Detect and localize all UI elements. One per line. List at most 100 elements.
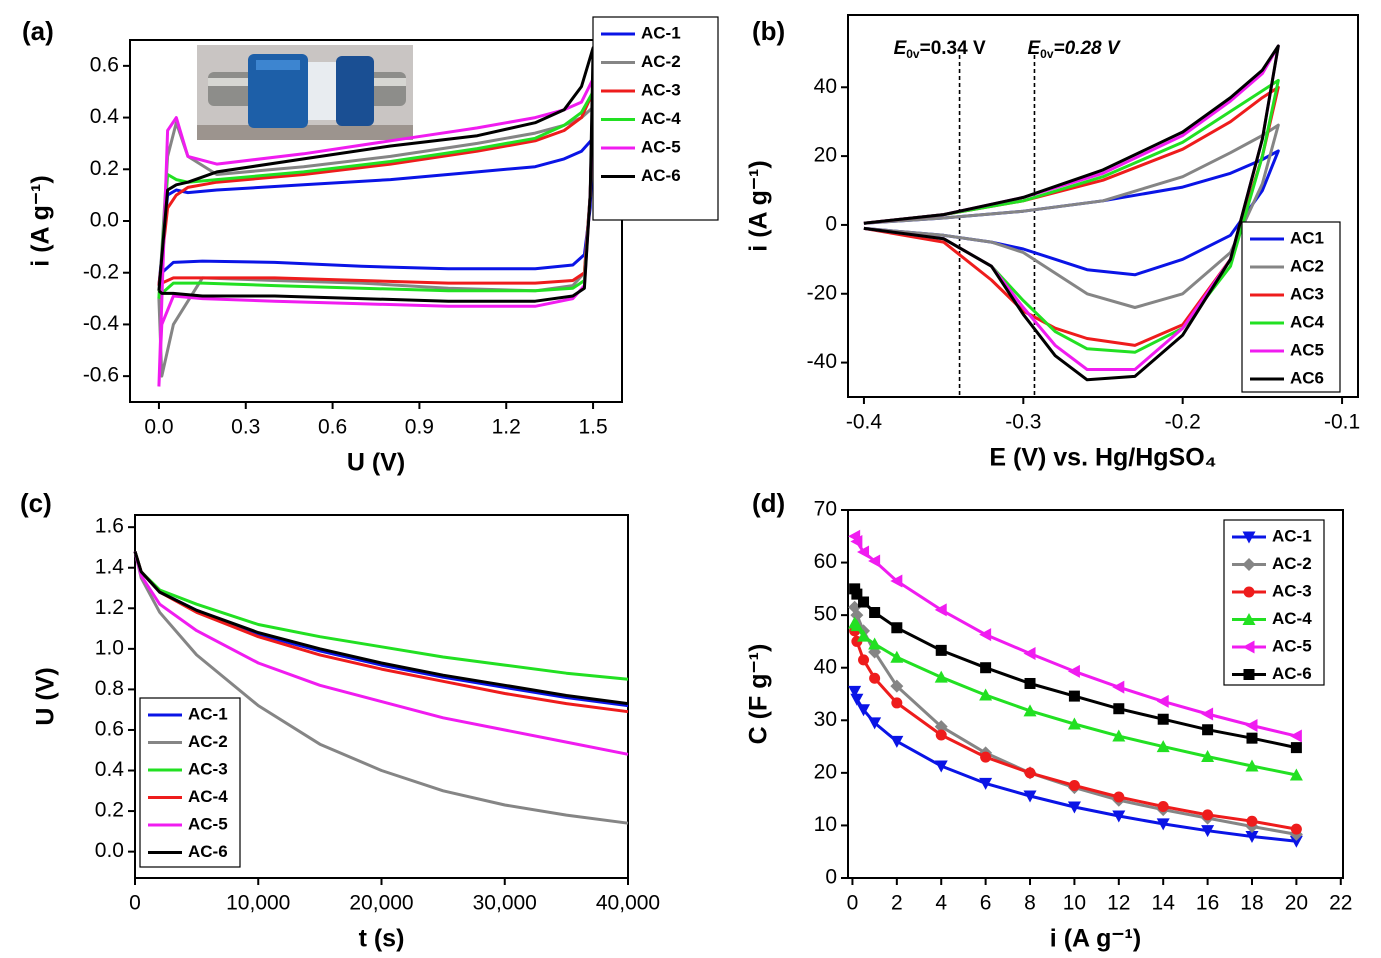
marker [1023,647,1036,661]
marker [980,662,992,674]
x-tick-label: 16 [1196,892,1219,915]
y-axis-label: i (A g⁻¹) [27,175,55,266]
series-line [863,44,1280,382]
marker [934,670,948,683]
marker [1156,694,1169,708]
marker [1067,664,1080,678]
marker [869,672,881,684]
x-tick-label: 22 [1329,892,1352,915]
inset-photo [197,45,413,140]
y-tick-label: 40 [814,655,837,678]
y-tick-label: 0.4 [95,758,125,781]
marker [1202,724,1214,736]
marker [850,535,863,549]
x-tick-label: 0 [129,892,141,915]
x-tick-label: 1.2 [492,416,521,439]
series-line [133,551,629,708]
legend-label: AC-3 [641,80,681,99]
marker [979,688,993,701]
y-tick-label: -40 [807,350,837,373]
series-line [133,551,629,756]
panel-label: (a) [22,16,54,46]
legend-label: AC-2 [1272,554,1312,573]
y-tick-label: -0.6 [83,364,119,387]
marker [857,704,871,717]
marker [890,735,904,748]
series-line [157,136,595,286]
marker [858,654,870,666]
marker [891,622,903,634]
annotation-symbol: E [894,38,908,59]
legend-label: AC-1 [1272,526,1312,545]
panel-label: (c) [20,488,52,518]
marker [1156,818,1170,831]
y-tick-label: 40 [814,75,837,98]
annotation-subscript: 0v [906,47,920,61]
legend-label: AC-2 [188,732,228,751]
marker [1112,810,1126,823]
marker [1290,742,1302,754]
series-line [863,149,1280,277]
x-tick-label: 6 [980,892,992,915]
marker [1067,717,1081,730]
x-tick-label: 0.6 [318,416,347,439]
marker [1068,690,1080,702]
marker [1290,823,1302,835]
marker [1243,669,1255,680]
marker [1068,779,1080,791]
marker [890,574,903,588]
y-tick-label: 1.2 [95,596,124,619]
legend-label: AC-3 [1272,581,1312,600]
annotation-text: =0.28 V [1054,38,1121,59]
x-tick-label: -0.4 [846,411,883,434]
x-tick-label: -0.3 [1005,411,1041,434]
y-tick-label: 0.0 [90,209,119,232]
annotation-symbol: E [1027,38,1041,59]
panel-label: (b) [752,16,785,46]
series-line [133,551,629,714]
marker [857,545,870,559]
marker [850,619,864,632]
x-tick-label: 30,000 [473,892,537,915]
legend-label: AC5 [1290,340,1324,359]
marker [1289,768,1303,781]
legend-label: AC-4 [1272,609,1312,628]
y-tick-label: 0.8 [95,677,124,700]
marker [858,596,870,608]
annotation-text: =0.34 V [920,38,986,59]
y-tick-label: 1.6 [95,515,124,538]
y-axis-label: C (F g⁻¹) [745,644,773,745]
marker [1112,680,1125,694]
y-tick-label: 0.2 [90,157,119,180]
legend-label: AC-1 [188,704,228,723]
marker [1024,767,1036,779]
legend-label: AC-5 [1272,636,1312,655]
legend-label: AC6 [1290,368,1324,387]
marker [857,629,871,642]
x-axis-label: t (s) [359,925,405,953]
y-tick-label: -20 [807,281,837,304]
y-tick-label: 0 [825,866,837,889]
marker [1242,613,1256,625]
y-tick-label: 30 [814,708,837,731]
legend-label: AC3 [1290,284,1324,303]
marker [934,603,947,617]
legend-label: AC-2 [641,52,681,71]
x-tick-label: 14 [1152,892,1176,915]
legend-label: AC-6 [641,166,681,185]
legend-label: AC-3 [188,759,228,778]
legend-box [139,697,241,868]
y-tick-label: 20 [814,760,837,783]
legend-label: AC-6 [188,842,228,861]
marker [1113,791,1125,803]
y-tick-label: 0.6 [90,53,119,76]
y-tick-label: 50 [814,603,837,626]
y-axis-label: U (V) [32,667,60,725]
series-line [133,551,629,706]
marker [848,685,862,698]
marker [890,679,904,693]
legend-label: AC-1 [641,23,681,42]
marker [850,608,864,622]
marker [1245,759,1259,772]
